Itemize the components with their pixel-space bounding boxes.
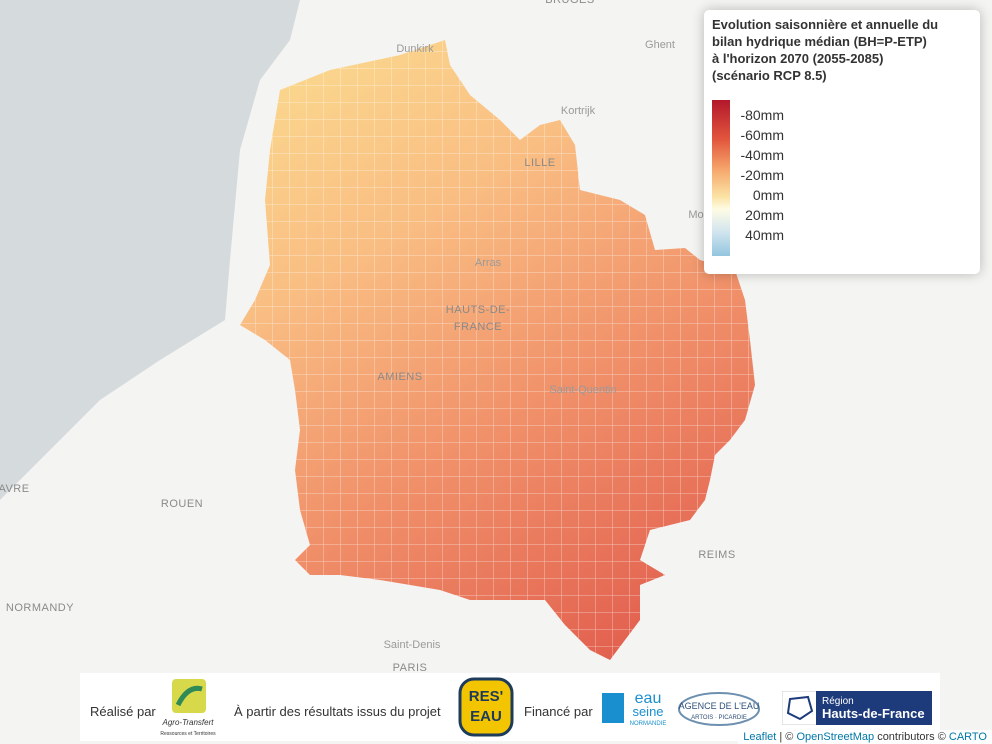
osm-link[interactable]: OpenStreetMap [796,731,875,743]
carto-link[interactable]: CARTO [948,731,987,743]
place-label: REIMS [698,549,735,561]
legend-label: -40mm [740,147,784,163]
place-label: ROUEN [161,498,203,510]
legend-label: -20mm [740,167,784,183]
place-label: NORMANDY [6,602,74,614]
agence-logo: AGENCE DE L'EAU ARTOIS · PICARDIE [678,692,760,726]
place-label: AMIENS [377,371,422,383]
logo-text: ARTOIS · PICARDIE [691,715,747,721]
place-label: Arras [475,257,502,269]
place-label: Mo [688,209,703,221]
made-by: Réalisé par [90,704,156,719]
legend-label: 0mm [752,187,784,203]
place-label: AVRE [0,483,30,495]
logo-text: Ressources et Territoires [160,731,216,737]
legend-label: 40mm [745,227,784,243]
reseau-logo: RES' EAU [458,677,514,737]
logo-text: Région [822,696,854,707]
logo-text: RES' [469,688,503,705]
logo-text: seine [632,704,663,719]
logo-text: EAU [470,708,502,725]
logo-text: Agro-Transfert [162,718,215,727]
legend-label: -80mm [740,107,784,123]
attribution: Leaflet | © OpenStreetMap contributors ©… [738,730,992,744]
place-label: HAUTS-DE- [446,304,510,316]
agro-logo: Agro-Transfert Ressources et Territoires [160,679,216,737]
sea [0,0,300,500]
place-label: BRUGES [545,0,594,6]
place-label: LILLE [524,157,555,169]
place-label: Kortrijk [561,105,596,117]
place-label: FRANCE [454,321,502,333]
attribution-text: contributors © [877,731,946,743]
funded-by: Financé par [524,704,593,719]
place-label: Saint-Quentin [549,384,616,396]
region-logo: Région Hauts-de-France [782,691,932,725]
legend-title-line: bilan hydrique médian (BH=P-ETP) [712,34,927,49]
place-label: PARIS [393,662,428,674]
legend-title: Evolution saisonnière et annuelle du bila… [712,16,938,84]
legend-title-line: (scénario RCP 8.5) [712,68,827,83]
logo-text: Hauts-de-France [822,706,925,721]
seine-logo: eau seine NORMANDIE [602,690,667,727]
logo-text: NORMANDIE [630,721,667,727]
legend-label: 20mm [745,207,784,223]
footer: Réalisé par Agro-Transfert Ressources et… [80,673,940,741]
place-label: Saint-Denis [384,639,441,651]
legend-title-line: Evolution saisonnière et annuelle du [712,17,939,32]
legend: Evolution saisonnière et annuelle du bila… [704,10,980,274]
attribution-text: | © [779,731,794,743]
legend-label: -60mm [740,127,784,143]
place-label: Ghent [645,39,675,51]
source-text: À partir des résultats issus du projet [234,704,441,719]
legend-title-line: à l'horizon 2070 (2055-2085) [712,51,884,66]
region-grid [240,40,755,660]
logo-text: eau [635,690,662,707]
leaflet-link[interactable]: Leaflet [743,731,777,743]
logo-text: AGENCE DE L'EAU [679,701,760,711]
place-label: Dunkirk [396,43,434,55]
color-scale [712,100,730,256]
